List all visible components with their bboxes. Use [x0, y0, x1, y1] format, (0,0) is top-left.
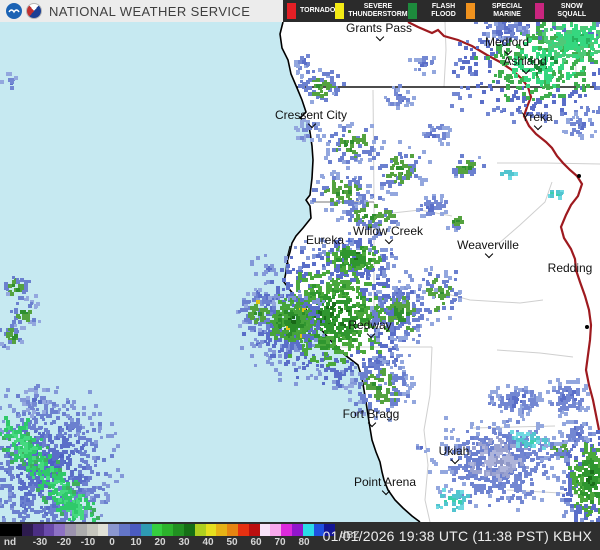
- scale-segment: [32, 524, 44, 536]
- scale-tick-label: -10: [80, 537, 96, 548]
- scale-segment: [162, 524, 174, 536]
- scale-segment: [324, 524, 336, 536]
- timestamp-label: 01/01/2026 19:38 UTC (11:38 PST) KBHX: [322, 528, 592, 544]
- scale-segment: [194, 524, 206, 536]
- warning-legend-item-special-marine: SPECIAL MARINE: [466, 3, 534, 19]
- scale-segment: [119, 524, 130, 536]
- scale-segment: [97, 524, 109, 536]
- scale-tick-label: 80: [298, 537, 310, 548]
- reflectivity-color-scale: [0, 524, 336, 536]
- scale-tick-label: 70: [274, 537, 286, 548]
- scale-segment: [43, 524, 55, 536]
- scale-tick-label: nd: [3, 537, 17, 548]
- scale-segment: [65, 524, 76, 536]
- scale-segment: [281, 524, 292, 536]
- scale-segment: [151, 524, 163, 536]
- scale-segment: [108, 524, 120, 536]
- scale-segment: [216, 524, 228, 536]
- warning-color-swatch: [287, 3, 296, 19]
- scale-segment: [22, 524, 33, 536]
- app-header: NATIONAL WEATHER SERVICE TORNADO SEVERE T…: [0, 0, 600, 22]
- scale-segment: [237, 524, 249, 536]
- scale-segment: [270, 524, 282, 536]
- scale-tick-label: 0: [109, 537, 115, 548]
- warning-label: SPECIAL MARINE: [491, 2, 523, 18]
- scale-segment: [129, 524, 141, 536]
- scale-segment: [86, 524, 98, 536]
- scale-tick-label: -20: [56, 537, 72, 548]
- scale-tick-label: -30: [32, 537, 48, 548]
- scale-tick-label: 40: [202, 537, 214, 548]
- scale-tick-label: 10: [130, 537, 142, 548]
- warning-color-swatch: [407, 3, 417, 19]
- scale-tick-label: 50: [226, 537, 238, 548]
- scale-segment-nd: [0, 524, 22, 536]
- warning-legend-item-flash-flood: FLASH FLOOD: [407, 2, 467, 19]
- nws-logo-icon: [26, 3, 42, 19]
- warning-color-swatch: [466, 3, 476, 19]
- warning-legend-item-tornado: TORNADO: [287, 3, 335, 19]
- scale-unit-label: dBZ: [340, 530, 360, 541]
- scale-segment: [205, 524, 217, 536]
- warning-label: FLASH FLOOD: [431, 2, 456, 18]
- scale-segment: [313, 524, 325, 536]
- warning-legend-item-snow-squall: SNOW SQUALL: [534, 2, 596, 19]
- radar-echo-layer: [0, 22, 600, 522]
- warning-label: SNOW SQUALL: [557, 2, 587, 18]
- status-bar: nd -30 -20 -10 0 10 20 30 40 50 60 70 80 dBZ 01/01/2…: [0, 522, 600, 550]
- scale-segment: [259, 524, 271, 536]
- scale-tick-label: 30: [178, 537, 190, 548]
- scale-segment: [75, 524, 87, 536]
- scale-segment: [248, 524, 260, 536]
- warning-legend-item-severe-thunderstorm: SEVERE THUNDERSTORM: [335, 2, 408, 19]
- agency-banner: NATIONAL WEATHER SERVICE: [0, 0, 283, 22]
- warning-color-swatch: [534, 3, 544, 19]
- noaa-logo-icon: [6, 3, 22, 19]
- warning-label: SEVERE THUNDERSTORM: [348, 2, 408, 18]
- scale-segment: [291, 524, 303, 536]
- warning-legend: TORNADO SEVERE THUNDERSTORM FLASH FLOOD SPE…: [283, 0, 600, 22]
- scale-segment: [140, 524, 152, 536]
- scale-segment: [183, 524, 195, 536]
- warning-color-swatch: [335, 3, 345, 19]
- scale-segment: [227, 524, 238, 536]
- agency-title: NATIONAL WEATHER SERVICE: [49, 3, 251, 19]
- scale-segment: [173, 524, 184, 536]
- radar-map[interactable]: Grants Pass Medford Ashland Yreka Cressent C…: [0, 22, 600, 522]
- scale-segment: [302, 524, 314, 536]
- scale-segment: [54, 524, 66, 536]
- scale-tick-label: 60: [250, 537, 262, 548]
- scale-tick-label: 20: [154, 537, 166, 548]
- warning-label: TORNADO: [300, 6, 336, 14]
